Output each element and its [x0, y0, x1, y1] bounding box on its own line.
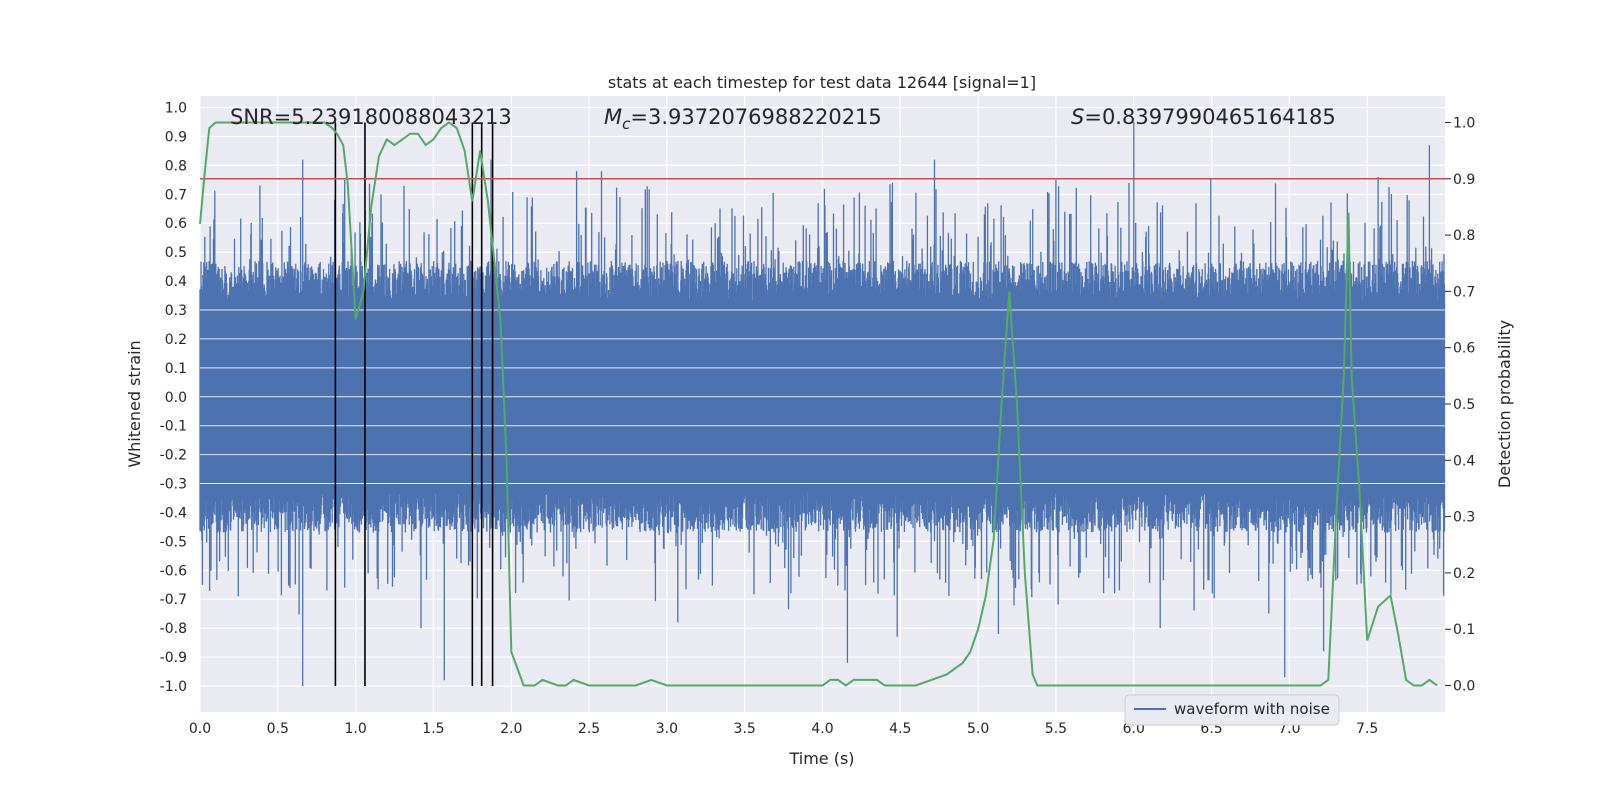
y-left-tick-label: -0.5 [160, 534, 187, 550]
y-right-tick-label: 0.2 [1453, 566, 1475, 582]
vertical-markers [334, 122, 494, 686]
x-tick-label: 3.5 [734, 721, 756, 737]
y-right-tick-label: 0.1 [1453, 622, 1475, 638]
x-tick-label: 2.5 [578, 721, 600, 737]
annotation-chirp-mass-subscript: c [622, 115, 631, 133]
y-left-tick-label: 0.3 [165, 303, 187, 319]
waveform-series [199, 122, 1446, 686]
y-right-tick-label: 0.5 [1453, 397, 1475, 413]
legend-box [1124, 694, 1340, 726]
y-left-tick-label: -0.1 [160, 419, 187, 435]
y-right-tick-label: 0.8 [1453, 228, 1475, 244]
y-left-tick-label: -0.8 [160, 621, 187, 637]
y-left-tick-label: -0.7 [160, 592, 187, 608]
annotation-snr: SNR=5.239180088043213 [230, 105, 512, 129]
y-left-tick-label: -0.6 [160, 563, 187, 579]
annotation-chirp-mass: Mc=3.9372076988220215 [604, 105, 882, 133]
legend: waveform with noise [1124, 694, 1340, 726]
chart-title: stats at each timestep for test data 126… [608, 73, 1036, 92]
y-right-axis-ticks: 1.0 0.9 0.8 0.7 0.6 0.5 0.4 0.3 0.2 0.1 0.0 [1445, 115, 1475, 695]
x-tick-label: 5.0 [967, 721, 989, 737]
x-tick-label: 4.0 [811, 721, 833, 737]
y-left-tick-label: -0.9 [160, 650, 187, 666]
x-tick-label: 0.0 [189, 721, 211, 737]
y-right-tick-label: 0.7 [1453, 284, 1475, 300]
y-left-tick-label: -0.3 [160, 477, 187, 493]
legend-label: waveform with noise [1174, 700, 1330, 718]
x-tick-label: 0.5 [267, 721, 289, 737]
y-left-tick-label: 0.8 [165, 158, 187, 174]
annotation-chirp-mass-symbol: M [604, 105, 622, 129]
detection-probability-line [199, 121, 1438, 687]
x-tick-label: 4.5 [889, 721, 911, 737]
x-tick-label: 1.5 [422, 721, 444, 737]
annotation-s-symbol: S [1071, 105, 1084, 129]
x-tick-label: 7.5 [1356, 721, 1378, 737]
y-right-tick-label: 0.9 [1453, 172, 1475, 188]
y-right-tick-label: 0.3 [1453, 510, 1475, 526]
y-left-axis-label: Whitened strain [125, 340, 144, 467]
annotation-chirp-mass-value: =3.9372076988220215 [630, 105, 881, 129]
y-left-tick-label: 0.7 [165, 187, 187, 203]
y-left-tick-label: 1.0 [165, 101, 187, 117]
y-left-tick-label: -0.2 [160, 448, 187, 464]
y-left-tick-label: 0.5 [165, 245, 187, 261]
y-left-tick-label: 0.2 [165, 332, 187, 348]
x-tick-label: 1.0 [344, 721, 366, 737]
y-left-tick-label: -0.4 [160, 505, 187, 521]
y-left-tick-label: 0.0 [165, 390, 187, 406]
y-right-tick-label: 1.0 [1453, 115, 1475, 131]
y-left-axis-ticks: 1.0 0.9 0.8 0.7 0.6 0.5 0.4 0.3 0.2 0.1 0.0 -0.1 -0.… [160, 101, 187, 695]
y-right-axis-label: Detection probability [1495, 320, 1514, 488]
y-left-tick-label: -1.0 [160, 679, 187, 695]
annotation-s: S=0.8397990465164185 [1071, 105, 1336, 129]
x-tick-label: 3.0 [656, 721, 678, 737]
y-right-tick-label: 0.0 [1453, 679, 1475, 695]
y-right-tick-label: 0.6 [1453, 341, 1475, 357]
y-left-tick-label: 0.4 [165, 274, 187, 290]
y-left-tick-label: 0.9 [165, 129, 187, 145]
y-right-tick-label: 0.4 [1453, 453, 1475, 469]
y-left-tick-label: 0.1 [165, 361, 187, 377]
x-axis-label: Time (s) [788, 749, 854, 768]
x-tick-label: 5.5 [1045, 721, 1067, 737]
x-tick-label: 2.0 [500, 721, 522, 737]
annotation-s-value: =0.8397990465164185 [1084, 105, 1335, 129]
y-left-tick-label: 0.6 [165, 216, 187, 232]
